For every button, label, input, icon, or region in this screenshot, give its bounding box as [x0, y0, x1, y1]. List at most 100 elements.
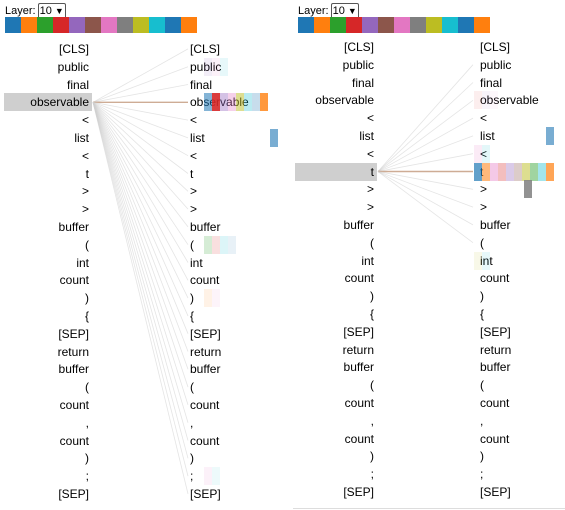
source-token[interactable]: buffer: [58, 362, 89, 377]
source-token[interactable]: [CLS]: [58, 42, 89, 56]
target-token[interactable]: [CLS]: [190, 42, 221, 56]
target-token[interactable]: public: [190, 59, 222, 74]
target-token[interactable]: >: [190, 184, 198, 199]
source-token[interactable]: final: [66, 77, 89, 92]
head-swatch-1[interactable]: [5, 17, 21, 33]
target-token[interactable]: >: [480, 200, 488, 215]
head-swatch-11[interactable]: [458, 17, 474, 33]
source-token[interactable]: ): [85, 291, 89, 306]
target-token[interactable]: ): [190, 291, 194, 306]
head-swatch-8[interactable]: [410, 17, 426, 33]
target-token[interactable]: ,: [480, 413, 484, 428]
target-token[interactable]: count: [480, 271, 510, 286]
source-token[interactable]: list: [359, 129, 374, 143]
head-swatch-10[interactable]: [149, 17, 165, 33]
source-token[interactable]: [SEP]: [343, 324, 374, 339]
source-token[interactable]: buffer: [343, 218, 374, 232]
target-token[interactable]: buffer: [190, 362, 221, 377]
target-token[interactable]: ): [480, 449, 484, 464]
head-swatch-4[interactable]: [346, 17, 362, 33]
layer-select[interactable]: 10 ▼: [330, 2, 359, 20]
source-token[interactable]: ): [85, 451, 89, 466]
source-token[interactable]: t: [85, 166, 89, 181]
source-token[interactable]: list: [74, 131, 89, 145]
target-token[interactable]: >: [190, 202, 198, 217]
target-token[interactable]: return: [480, 342, 512, 357]
target-token[interactable]: list: [480, 129, 495, 143]
source-token[interactable]: ,: [370, 413, 374, 428]
source-token[interactable]: count: [344, 271, 374, 286]
target-token[interactable]: count: [480, 396, 510, 410]
head-swatch-6[interactable]: [378, 17, 394, 33]
target-token[interactable]: ;: [480, 467, 484, 482]
source-token[interactable]: <: [81, 148, 89, 163]
source-token[interactable]: count: [59, 398, 89, 412]
target-token[interactable]: final: [480, 75, 503, 90]
target-token[interactable]: ): [190, 451, 194, 466]
source-token[interactable]: buffer: [343, 360, 374, 375]
head-swatch-9[interactable]: [133, 17, 149, 33]
target-token[interactable]: public: [480, 57, 512, 72]
source-token[interactable]: public: [57, 59, 89, 74]
source-token[interactable]: count: [59, 273, 89, 288]
target-token[interactable]: ): [480, 289, 484, 304]
source-token[interactable]: [SEP]: [343, 485, 374, 499]
head-swatch-7[interactable]: [101, 17, 117, 33]
target-token[interactable]: count: [190, 273, 220, 288]
source-token[interactable]: >: [81, 202, 89, 217]
target-token[interactable]: count: [190, 398, 220, 412]
source-token[interactable]: ): [370, 289, 374, 304]
source-token[interactable]: {: [84, 309, 89, 323]
head-swatch-9[interactable]: [426, 17, 442, 33]
source-token[interactable]: >: [366, 200, 374, 215]
target-token[interactable]: ;: [190, 469, 194, 484]
target-token[interactable]: {: [190, 309, 195, 323]
head-swatch-12[interactable]: [181, 17, 197, 33]
source-token[interactable]: buffer: [58, 220, 89, 234]
target-token[interactable]: t: [190, 166, 194, 181]
head-swatch-10[interactable]: [442, 17, 458, 33]
target-token[interactable]: [SEP]: [190, 487, 221, 501]
target-token[interactable]: count: [480, 431, 510, 446]
target-token[interactable]: int: [480, 253, 493, 268]
source-token[interactable]: ;: [85, 469, 89, 484]
source-token[interactable]: return: [342, 342, 374, 357]
target-token[interactable]: [SEP]: [480, 485, 511, 499]
head-swatch-1[interactable]: [298, 17, 314, 33]
source-token[interactable]: >: [366, 182, 374, 197]
source-token[interactable]: final: [351, 75, 374, 90]
target-token[interactable]: [SEP]: [480, 324, 511, 339]
source-token[interactable]: [CLS]: [343, 40, 374, 54]
head-swatch-4[interactable]: [53, 17, 69, 33]
head-swatch-2[interactable]: [314, 17, 330, 33]
source-token[interactable]: <: [366, 111, 374, 126]
source-token[interactable]: (: [85, 380, 89, 395]
target-token[interactable]: [CLS]: [480, 40, 511, 54]
target-token[interactable]: buffer: [480, 360, 511, 375]
head-swatch-5[interactable]: [69, 17, 85, 33]
source-token[interactable]: int: [361, 253, 374, 268]
source-token[interactable]: <: [81, 113, 89, 128]
head-swatch-11[interactable]: [165, 17, 181, 33]
head-swatch-12[interactable]: [474, 17, 490, 33]
target-token[interactable]: ,: [190, 415, 194, 430]
source-token[interactable]: (: [370, 235, 374, 250]
target-token[interactable]: (: [480, 235, 484, 250]
target-token[interactable]: (: [480, 378, 484, 393]
target-token[interactable]: int: [190, 255, 203, 270]
head-swatch-5[interactable]: [362, 17, 378, 33]
target-token[interactable]: return: [190, 344, 222, 359]
source-token[interactable]: count: [59, 433, 89, 448]
target-token[interactable]: buffer: [480, 218, 511, 232]
target-token[interactable]: <: [190, 113, 198, 128]
target-token[interactable]: final: [190, 77, 213, 92]
source-token[interactable]: ;: [370, 467, 374, 482]
target-token[interactable]: <: [190, 148, 198, 163]
layer-select[interactable]: 10 ▼: [37, 2, 66, 20]
target-token[interactable]: count: [190, 433, 220, 448]
source-token[interactable]: (: [85, 237, 89, 252]
head-swatch-6[interactable]: [85, 17, 101, 33]
target-token[interactable]: >: [480, 182, 488, 197]
source-token[interactable]: [SEP]: [58, 487, 89, 501]
source-token[interactable]: public: [342, 57, 374, 72]
